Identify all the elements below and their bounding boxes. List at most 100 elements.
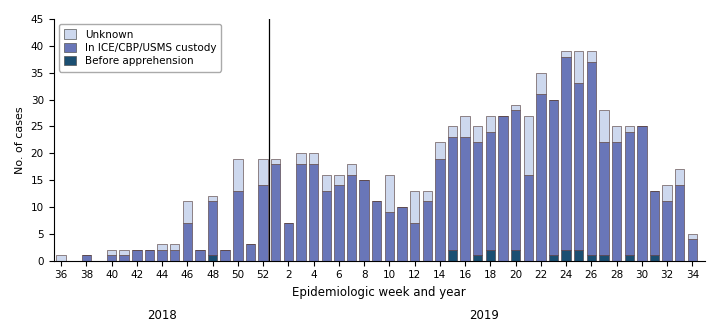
Bar [220, 250, 230, 261]
Bar [384, 212, 394, 261]
Text: 2019: 2019 [469, 309, 499, 322]
Bar [460, 137, 470, 261]
Bar [271, 159, 281, 164]
Bar [649, 255, 660, 261]
Y-axis label: No. of cases: No. of cases [15, 106, 25, 174]
Bar [132, 250, 142, 261]
Bar [612, 142, 621, 261]
Bar [460, 116, 470, 137]
Bar [120, 255, 129, 261]
Bar [649, 191, 660, 255]
Bar [81, 255, 91, 261]
Bar [562, 250, 571, 261]
Bar [347, 164, 356, 175]
Bar [435, 159, 445, 261]
Bar [574, 250, 583, 261]
Bar [208, 201, 217, 255]
Bar [599, 110, 608, 142]
Bar [208, 255, 217, 261]
Bar [587, 62, 596, 255]
Bar [322, 175, 331, 191]
Bar [675, 185, 685, 261]
Bar [511, 250, 521, 261]
Bar [397, 207, 407, 261]
Bar [233, 159, 243, 191]
Bar [675, 169, 685, 185]
Bar [246, 244, 255, 261]
Bar [511, 105, 521, 110]
Legend: Unknown, In ICE/CBP/USMS custody, Before apprehension: Unknown, In ICE/CBP/USMS custody, Before… [59, 24, 222, 71]
Bar [473, 142, 482, 255]
Bar [410, 223, 419, 261]
Bar [334, 185, 343, 261]
Bar [624, 255, 634, 261]
Bar [195, 250, 204, 261]
Bar [485, 250, 495, 261]
Bar [423, 201, 432, 261]
Bar [359, 180, 369, 261]
Bar [170, 250, 179, 261]
Bar [599, 255, 608, 261]
Text: 2018: 2018 [147, 309, 177, 322]
Bar [334, 175, 343, 185]
Bar [612, 126, 621, 142]
Bar [170, 244, 179, 250]
Bar [233, 191, 243, 261]
Bar [624, 126, 634, 132]
Bar [473, 126, 482, 142]
Bar [485, 132, 495, 250]
Bar [688, 234, 697, 239]
Bar [384, 175, 394, 212]
Bar [120, 250, 129, 255]
Bar [158, 250, 167, 261]
Bar [296, 153, 306, 164]
Bar [549, 100, 558, 255]
Bar [637, 126, 647, 261]
Bar [624, 132, 634, 255]
Bar [498, 116, 508, 261]
Bar [536, 94, 546, 261]
Bar [107, 250, 117, 255]
Bar [448, 137, 457, 250]
Bar [599, 142, 608, 255]
Bar [271, 164, 281, 261]
Bar [258, 185, 268, 261]
Bar [587, 255, 596, 261]
X-axis label: Epidemiologic week and year: Epidemiologic week and year [292, 286, 466, 299]
Bar [56, 255, 66, 261]
Bar [322, 191, 331, 261]
Bar [208, 196, 217, 201]
Bar [258, 159, 268, 185]
Bar [296, 164, 306, 261]
Bar [562, 56, 571, 250]
Bar [183, 201, 192, 223]
Bar [549, 255, 558, 261]
Bar [574, 51, 583, 84]
Bar [347, 175, 356, 261]
Bar [284, 223, 293, 261]
Bar [574, 84, 583, 250]
Bar [423, 191, 432, 201]
Bar [662, 185, 672, 201]
Bar [562, 51, 571, 56]
Bar [485, 116, 495, 132]
Bar [448, 126, 457, 137]
Bar [410, 191, 419, 223]
Bar [662, 201, 672, 261]
Bar [107, 255, 117, 261]
Bar [523, 116, 533, 175]
Bar [372, 201, 382, 261]
Bar [536, 73, 546, 94]
Bar [688, 239, 697, 261]
Bar [435, 142, 445, 159]
Bar [309, 164, 318, 261]
Bar [523, 175, 533, 261]
Bar [511, 110, 521, 250]
Bar [448, 250, 457, 261]
Bar [587, 51, 596, 62]
Bar [309, 153, 318, 164]
Bar [473, 255, 482, 261]
Bar [145, 250, 154, 261]
Bar [158, 244, 167, 250]
Bar [183, 223, 192, 261]
